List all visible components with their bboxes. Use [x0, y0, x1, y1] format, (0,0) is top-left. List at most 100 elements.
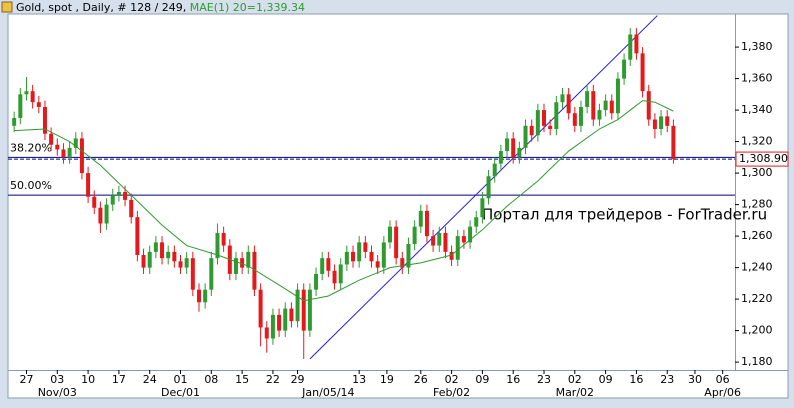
candle-body: [406, 243, 411, 268]
candle-body: [554, 102, 559, 129]
y-tick-label: 1,220: [741, 292, 773, 305]
candle-body: [233, 258, 238, 274]
candle-body: [314, 273, 319, 290]
trend-line: [309, 15, 658, 360]
candle-body: [603, 100, 608, 111]
watermark: Портал для трейдеров - ForTrader.ru: [482, 206, 767, 224]
y-tick-label: 1,380: [741, 40, 773, 53]
candle-body: [215, 232, 220, 259]
candle-body: [615, 78, 620, 114]
fib-label: 50.00%: [10, 179, 52, 192]
candle-body: [628, 34, 633, 60]
candle-body: [418, 210, 423, 227]
candle-body: [196, 289, 201, 303]
candle-body: [12, 117, 17, 126]
candle-body: [104, 204, 109, 224]
y-tick-label: 1,340: [741, 103, 773, 116]
candle-body: [123, 192, 128, 200]
candle-body: [338, 264, 343, 284]
y-tick-label: 1,180: [741, 355, 773, 368]
candle-body: [357, 242, 362, 262]
x-tick-label: 08: [204, 373, 218, 386]
candle-body: [98, 207, 103, 224]
candle-body: [36, 102, 41, 107]
candle-body: [190, 258, 195, 290]
x-tick-label: 29: [291, 373, 305, 386]
x-tick-label: 22: [266, 373, 280, 386]
candle-body: [474, 217, 479, 227]
candle-body: [73, 138, 78, 148]
candle-body: [184, 258, 189, 268]
candle-body: [394, 226, 399, 259]
candle-body: [129, 199, 134, 218]
y-tick-label: 1,260: [741, 229, 773, 242]
candle-body: [468, 226, 473, 243]
month-label: Nov/03: [38, 386, 77, 399]
candle-body: [326, 258, 331, 271]
candle-body: [455, 236, 460, 260]
candle-body: [147, 251, 152, 268]
candle-body: [110, 195, 115, 205]
candle-body: [135, 217, 140, 256]
x-tick-label: 01: [174, 373, 188, 386]
candle-body: [461, 236, 466, 243]
x-tick-label: 16: [629, 373, 643, 386]
candle-body: [221, 232, 226, 246]
y-tick-label: 1,360: [741, 72, 773, 85]
candle-body: [424, 210, 429, 237]
month-label: Apr/06: [704, 386, 741, 399]
candle-body: [178, 261, 183, 268]
candle-body: [258, 289, 263, 328]
candle-body: [332, 270, 337, 284]
candle-body: [511, 138, 516, 158]
candle-body: [572, 113, 577, 126]
candle-body: [307, 289, 312, 331]
candle-body: [634, 34, 639, 54]
candle-body: [548, 125, 553, 129]
candle-body: [591, 91, 596, 120]
candle-body: [153, 242, 158, 252]
candle-body: [295, 289, 300, 322]
y-tick-label: 1,200: [741, 324, 773, 337]
x-tick-label: 03: [50, 373, 64, 386]
x-tick-label: 23: [537, 373, 551, 386]
month-label: Mar/02: [556, 386, 594, 399]
candle-body: [400, 258, 405, 268]
chart-title: Gold, spot , Daily, # 128 / 249,: [16, 1, 186, 14]
candle-body: [498, 151, 503, 164]
x-tick-label: 15: [235, 373, 249, 386]
candle-body: [375, 261, 380, 268]
candle-body: [351, 251, 356, 262]
y-tick-label: 1,320: [741, 135, 773, 148]
candle-body: [437, 232, 442, 246]
candle-body: [264, 327, 269, 339]
candle-body: [92, 196, 97, 208]
candle-body: [622, 59, 627, 79]
month-label: Jan/05/14: [301, 386, 354, 399]
month-label: Feb/02: [433, 386, 470, 399]
candle-body: [252, 251, 257, 290]
candle-body: [67, 147, 72, 158]
candle-body: [18, 94, 23, 118]
candle-body: [535, 110, 540, 136]
chart-panel: [7, 13, 789, 399]
candle-body: [270, 314, 275, 339]
candle-body: [431, 236, 436, 246]
candle-body: [240, 258, 245, 268]
candle-body: [505, 138, 510, 152]
candle-body: [141, 255, 146, 268]
candle-body: [443, 232, 448, 252]
candle-body: [49, 133, 54, 145]
candle-body: [597, 110, 602, 120]
x-tick-label: 06: [716, 373, 730, 386]
candle-body: [203, 289, 208, 303]
candle-body: [652, 119, 657, 129]
candle-body: [283, 308, 288, 331]
candle-body: [86, 173, 91, 197]
candle-body: [585, 91, 590, 107]
candle-body: [289, 308, 294, 322]
candle-body: [659, 116, 664, 129]
candle-body: [79, 138, 84, 174]
